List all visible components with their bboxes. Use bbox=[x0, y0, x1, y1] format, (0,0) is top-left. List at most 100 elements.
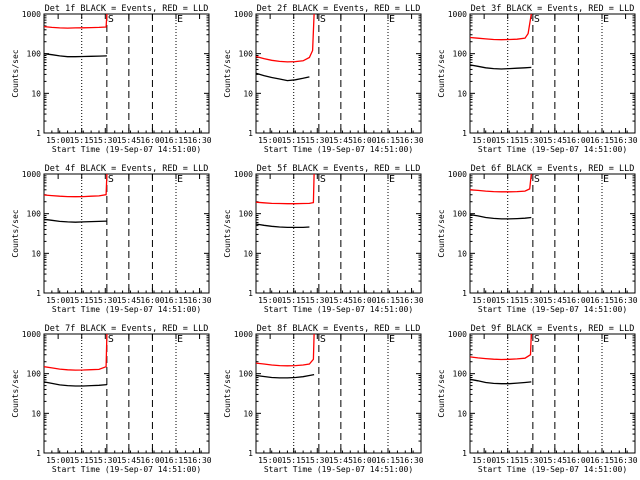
x-tick-label: 15:15 bbox=[282, 136, 306, 145]
plot-frame bbox=[469, 333, 636, 454]
x-tick-label: 16:30 bbox=[400, 296, 424, 305]
marker-e: E bbox=[603, 174, 609, 185]
x-tick-label: 16:00 bbox=[140, 456, 164, 465]
y-tick-label: 100 bbox=[453, 50, 468, 59]
marker-e: E bbox=[603, 334, 609, 345]
y-axis-label: Counts/sec bbox=[11, 209, 20, 257]
x-axis-label: Start Time (19-Sep-07 14:51:00) bbox=[264, 145, 413, 154]
y-tick-label: 1 bbox=[248, 449, 253, 458]
events-series-line bbox=[469, 378, 532, 385]
y-tick-label: 1 bbox=[36, 449, 41, 458]
plot-frame bbox=[43, 333, 210, 454]
y-tick-label: 100 bbox=[27, 50, 42, 59]
y-tick-label: 1 bbox=[462, 449, 467, 458]
det-panel-9: Det 9f BLACK = Events, RED = LLD 1 10 100 10… bbox=[437, 324, 638, 474]
x-tick-label: 16:15 bbox=[164, 296, 188, 305]
x-tick-label: 15:00 bbox=[472, 136, 496, 145]
x-tick-label: 16:15 bbox=[164, 136, 188, 145]
x-tick-label: 16:30 bbox=[614, 456, 638, 465]
x-tick-label: 15:30 bbox=[93, 296, 117, 305]
lld-series-line bbox=[469, 13, 532, 41]
y-axis-label: Counts/sec bbox=[223, 369, 232, 417]
y-tick-label: 10 bbox=[243, 249, 253, 258]
x-tick-label: 15:15 bbox=[282, 296, 306, 305]
x-tick-label: 15:15 bbox=[70, 456, 94, 465]
x-tick-label: 15:00 bbox=[258, 296, 282, 305]
x-tick-label: 16:00 bbox=[140, 136, 164, 145]
x-tick-label: 15:30 bbox=[305, 136, 329, 145]
y-tick-label: 1000 bbox=[234, 10, 253, 19]
events-series-line bbox=[255, 72, 310, 82]
y-tick-label: 100 bbox=[239, 50, 254, 59]
x-tick-label: 15:30 bbox=[519, 456, 543, 465]
panel-title: Det 7f BLACK = Events, RED = LLD bbox=[45, 324, 209, 334]
x-tick-label: 16:30 bbox=[400, 456, 424, 465]
y-tick-label: 100 bbox=[27, 370, 42, 379]
panel-title: Det 1f BLACK = Events, RED = LLD bbox=[45, 4, 209, 14]
x-tick-label: 15:00 bbox=[472, 456, 496, 465]
x-tick-label: 16:00 bbox=[140, 296, 164, 305]
y-tick-label: 10 bbox=[31, 249, 41, 258]
x-tick-label: 15:00 bbox=[46, 296, 70, 305]
marker-s: S bbox=[534, 334, 540, 345]
y-tick-label: 1000 bbox=[448, 330, 467, 339]
x-axis-label: Start Time (19-Sep-07 14:51:00) bbox=[264, 305, 413, 314]
panel-grid: Det 1f BLACK = Events, RED = LLD 1 10 100 10… bbox=[11, 4, 638, 474]
x-tick-label: 15:00 bbox=[472, 296, 496, 305]
lld-series-line bbox=[255, 13, 315, 63]
x-tick-label: 15:45 bbox=[329, 136, 353, 145]
marker-s: S bbox=[320, 14, 326, 25]
x-tick-label: 16:15 bbox=[164, 456, 188, 465]
y-axis-label: Counts/sec bbox=[223, 49, 232, 97]
x-tick-label: 15:00 bbox=[46, 456, 70, 465]
marker-s: S bbox=[320, 334, 326, 345]
panel-title: Det 5f BLACK = Events, RED = LLD bbox=[257, 164, 421, 174]
x-tick-label: 16:15 bbox=[376, 136, 400, 145]
plot-frame bbox=[255, 333, 422, 454]
lld-series-line bbox=[43, 173, 108, 198]
x-tick-label: 16:15 bbox=[376, 456, 400, 465]
panel-title: Det 9f BLACK = Events, RED = LLD bbox=[471, 324, 635, 334]
x-tick-label: 15:30 bbox=[93, 456, 117, 465]
x-tick-label: 15:15 bbox=[496, 296, 520, 305]
marker-s: S bbox=[108, 174, 114, 185]
marker-e: E bbox=[177, 174, 183, 185]
y-axis-label: Counts/sec bbox=[11, 369, 20, 417]
x-axis-label: Start Time (19-Sep-07 14:51:00) bbox=[264, 465, 413, 474]
x-tick-label: 16:00 bbox=[352, 296, 376, 305]
x-tick-label: 15:45 bbox=[117, 456, 141, 465]
events-series-line bbox=[43, 53, 107, 58]
det-panel-1: Det 1f BLACK = Events, RED = LLD 1 10 100 10… bbox=[11, 4, 212, 154]
x-tick-label: 16:15 bbox=[376, 296, 400, 305]
y-tick-label: 1 bbox=[248, 129, 253, 138]
x-tick-label: 15:45 bbox=[543, 456, 567, 465]
y-tick-label: 1000 bbox=[22, 10, 41, 19]
plot-frame bbox=[255, 173, 422, 294]
x-tick-label: 16:30 bbox=[188, 296, 212, 305]
x-tick-label: 15:45 bbox=[543, 296, 567, 305]
y-tick-label: 1 bbox=[36, 289, 41, 298]
x-axis-label: Start Time (19-Sep-07 14:51:00) bbox=[478, 305, 627, 314]
y-tick-label: 10 bbox=[243, 409, 253, 418]
det-panel-3: Det 3f BLACK = Events, RED = LLD 1 10 100 10… bbox=[437, 4, 638, 154]
panel-title: Det 6f BLACK = Events, RED = LLD bbox=[471, 164, 635, 174]
x-axis-label: Start Time (19-Sep-07 14:51:00) bbox=[52, 145, 201, 154]
lld-series-line bbox=[43, 13, 108, 29]
x-tick-label: 16:30 bbox=[614, 136, 638, 145]
marker-s: S bbox=[534, 174, 540, 185]
y-tick-label: 100 bbox=[239, 210, 254, 219]
x-tick-label: 15:30 bbox=[93, 136, 117, 145]
y-tick-label: 10 bbox=[457, 249, 467, 258]
x-tick-label: 16:30 bbox=[188, 136, 212, 145]
det-panel-7: Det 7f BLACK = Events, RED = LLD 1 10 100 10… bbox=[11, 324, 212, 474]
y-tick-label: 100 bbox=[453, 210, 468, 219]
y-tick-label: 100 bbox=[239, 370, 254, 379]
lld-series-line bbox=[255, 173, 315, 205]
y-tick-label: 10 bbox=[31, 409, 41, 418]
x-tick-label: 15:45 bbox=[329, 296, 353, 305]
marker-s: S bbox=[320, 174, 326, 185]
events-series-line bbox=[469, 213, 532, 220]
y-tick-label: 1 bbox=[462, 129, 467, 138]
marker-s: S bbox=[534, 14, 540, 25]
x-tick-label: 15:30 bbox=[519, 136, 543, 145]
